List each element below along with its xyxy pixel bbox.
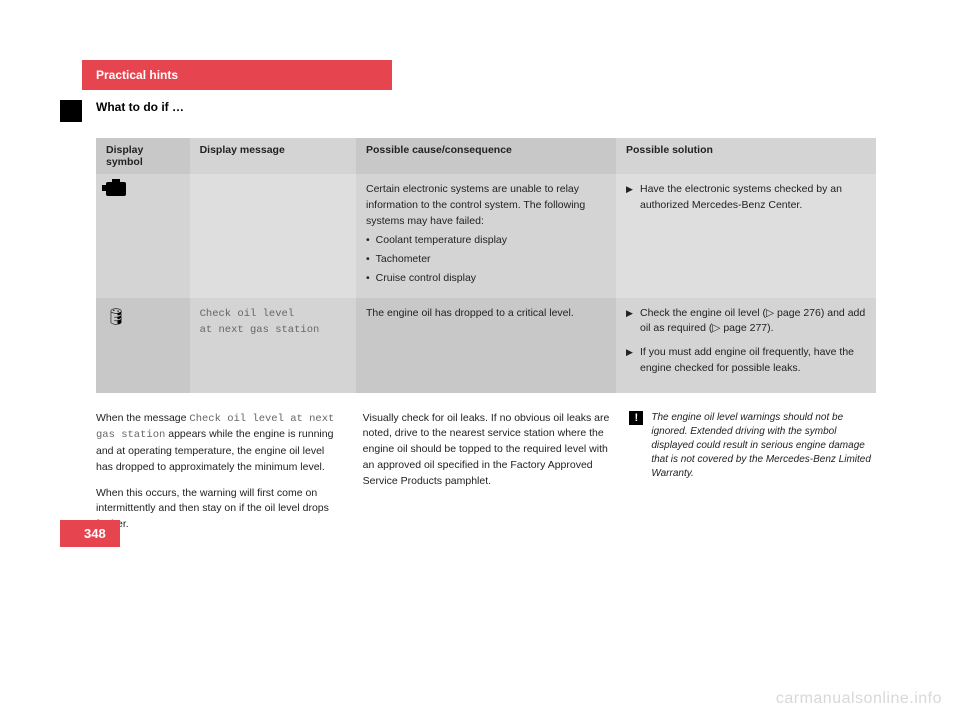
paragraph: When the message Check oil level at next… bbox=[96, 411, 343, 476]
solution-list: ▶Have the electronic systems checked by … bbox=[626, 182, 866, 214]
arrow-icon: ▶ bbox=[626, 307, 633, 321]
oil-icon: 🛢 bbox=[106, 309, 126, 326]
body-column-1: When the message Check oil level at next… bbox=[96, 411, 343, 543]
header-marker bbox=[60, 100, 82, 122]
col-header-symbol: Display symbol bbox=[96, 138, 190, 174]
solution-item: ▶Have the electronic systems checked by … bbox=[626, 182, 866, 214]
body-column-3: ! The engine oil level warnings should n… bbox=[629, 411, 876, 543]
cell-cause: Certain electronic systems are unable to… bbox=[356, 174, 616, 298]
watermark-text: carmanualsonline.info bbox=[776, 690, 942, 708]
warning-notice: ! The engine oil level warnings should n… bbox=[629, 411, 876, 481]
cell-solution: ▶Have the electronic systems checked by … bbox=[616, 174, 876, 298]
display-message-line: at next gas station bbox=[200, 324, 320, 336]
col-header-cause: Possible cause/consequence bbox=[356, 138, 616, 174]
col-header-solution: Possible solution bbox=[616, 138, 876, 174]
bullet-item: Tachometer bbox=[366, 252, 606, 268]
page-number-badge: 348 bbox=[60, 520, 120, 547]
cell-message bbox=[190, 174, 356, 298]
manual-page: Practical hints What to do if … Display … bbox=[0, 0, 960, 583]
cause-text: Certain electronic systems are unable to… bbox=[366, 182, 606, 229]
page-number: 348 bbox=[84, 526, 106, 541]
cause-bullets: Coolant temperature display Tachometer C… bbox=[366, 233, 606, 286]
cell-message: Check oil level at next gas station bbox=[190, 298, 356, 393]
engine-icon bbox=[106, 182, 126, 196]
solution-item: ▶If you must add engine oil frequently, … bbox=[626, 345, 866, 377]
arrow-icon: ▶ bbox=[626, 346, 633, 360]
solution-list: ▶Check the engine oil level (▷ page 276)… bbox=[626, 306, 866, 377]
warning-table: Display symbol Display message Possible … bbox=[96, 138, 880, 393]
cell-symbol bbox=[96, 174, 190, 298]
cell-cause: The engine oil has dropped to a critical… bbox=[356, 298, 616, 393]
cell-symbol: 🛢 bbox=[96, 298, 190, 393]
cell-solution: ▶Check the engine oil level (▷ page 276)… bbox=[616, 298, 876, 393]
exclamation-icon: ! bbox=[629, 411, 643, 425]
cause-text: The engine oil has dropped to a critical… bbox=[366, 307, 574, 319]
subsection-title: What to do if … bbox=[96, 100, 880, 114]
paragraph: Visually check for oil leaks. If no obvi… bbox=[363, 411, 610, 490]
body-columns: When the message Check oil level at next… bbox=[96, 411, 876, 543]
col-header-message: Display message bbox=[190, 138, 356, 174]
arrow-icon: ▶ bbox=[626, 183, 633, 197]
table-row: Certain electronic systems are unable to… bbox=[96, 174, 876, 298]
bullet-item: Coolant temperature display bbox=[366, 233, 606, 249]
paragraph: When this occurs, the warning will first… bbox=[96, 486, 343, 533]
notice-text: The engine oil level warnings should not… bbox=[651, 411, 876, 481]
table-header-row: Display symbol Display message Possible … bbox=[96, 138, 876, 174]
section-title-band: Practical hints bbox=[82, 60, 392, 90]
section-title: Practical hints bbox=[96, 68, 178, 82]
bullet-item: Cruise control display bbox=[366, 271, 606, 287]
solution-item: ▶Check the engine oil level (▷ page 276)… bbox=[626, 306, 866, 338]
body-column-2: Visually check for oil leaks. If no obvi… bbox=[363, 411, 610, 543]
display-message-line: Check oil level bbox=[200, 308, 295, 320]
table-row: 🛢 Check oil level at next gas station Th… bbox=[96, 298, 876, 393]
